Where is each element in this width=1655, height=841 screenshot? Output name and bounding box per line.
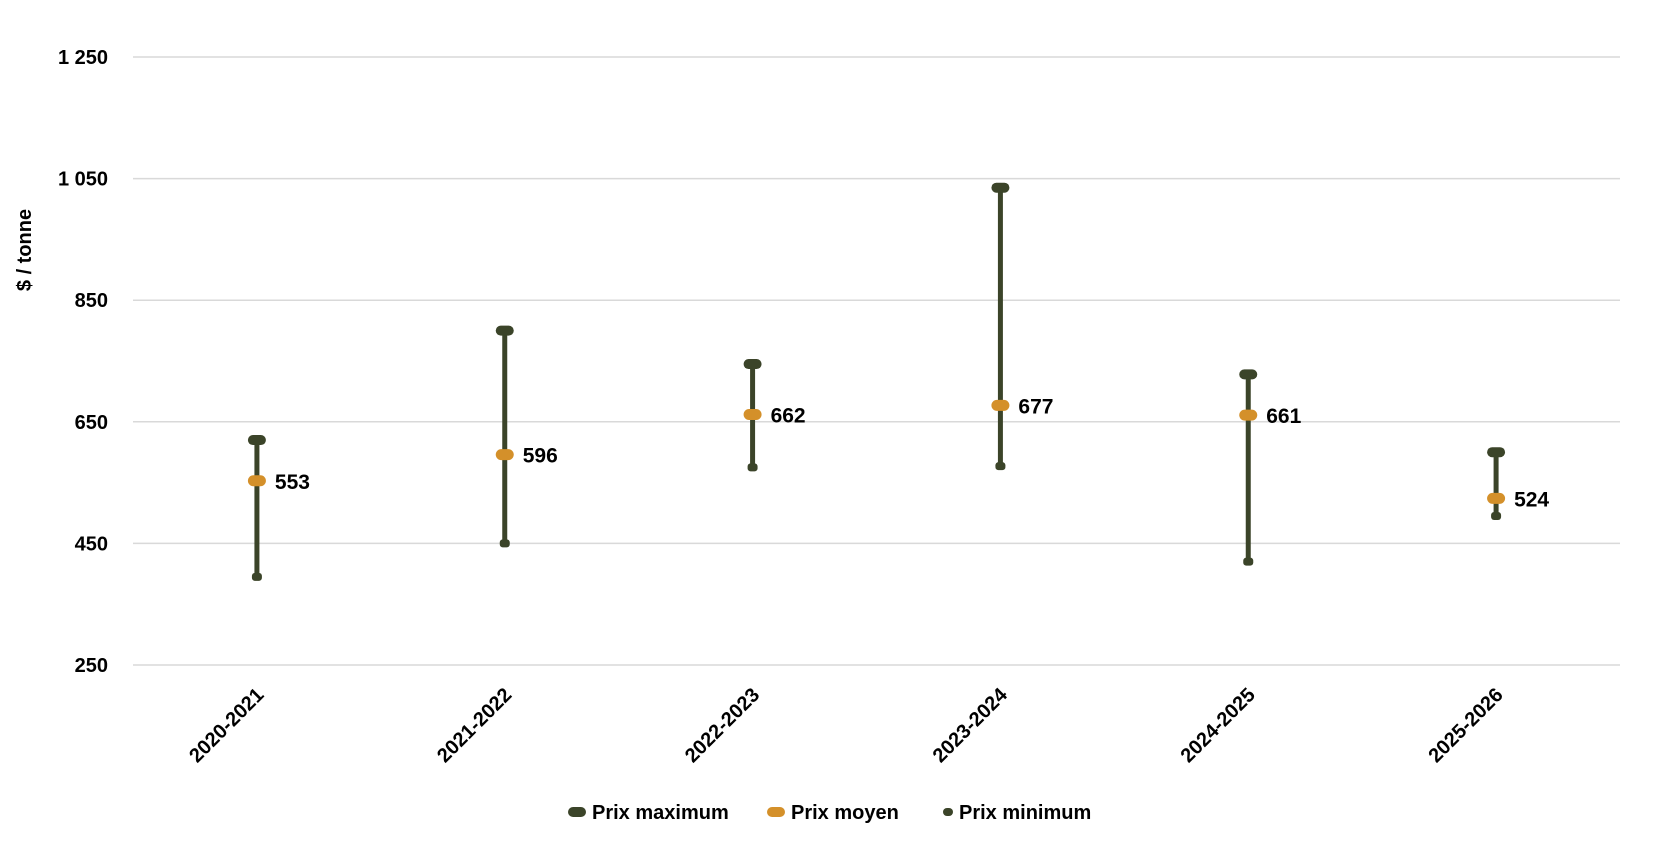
max-marker bbox=[743, 359, 762, 370]
max-marker bbox=[1487, 447, 1506, 458]
x-tick-label: 2024-2025 bbox=[1177, 684, 1260, 767]
max-marker bbox=[495, 325, 514, 336]
mean-marker bbox=[1239, 409, 1258, 421]
range-group: 662 bbox=[743, 359, 806, 472]
x-tick-label: 2021-2022 bbox=[433, 684, 516, 767]
legend-label: Prix moyen bbox=[791, 802, 899, 824]
legend-item: Prix maximum bbox=[568, 802, 729, 824]
min-marker bbox=[499, 539, 510, 548]
max-marker bbox=[1239, 369, 1258, 380]
x-tick-label: 2022-2023 bbox=[681, 684, 764, 767]
min-marker bbox=[747, 463, 758, 472]
legend-max-swatch bbox=[568, 807, 586, 817]
y-tick-label: 850 bbox=[75, 290, 108, 312]
y-tick-label: 450 bbox=[75, 533, 108, 555]
x-axis-ticks: 2020-2021 2021-2022 2022-2023 2023-2024 2024… bbox=[185, 683, 1507, 767]
y-tick-label: 250 bbox=[75, 655, 108, 677]
min-marker bbox=[1243, 557, 1254, 566]
range-group: 677 bbox=[991, 182, 1053, 471]
min-marker bbox=[1491, 512, 1502, 521]
data-label: 661 bbox=[1266, 405, 1301, 428]
gridlines bbox=[133, 56, 1620, 666]
mean-marker bbox=[743, 409, 762, 421]
data-label: 553 bbox=[275, 471, 310, 494]
legend-min-swatch bbox=[943, 808, 953, 816]
mean-marker bbox=[247, 475, 266, 487]
range-group: 661 bbox=[1239, 369, 1302, 566]
legend-mean-swatch bbox=[767, 807, 785, 817]
y-tick-label: 1 250 bbox=[58, 47, 108, 69]
data-label: 596 bbox=[523, 445, 558, 468]
range-bars: 553 596 662 677 661 524 bbox=[247, 182, 1549, 581]
data-label: 677 bbox=[1018, 395, 1053, 418]
y-axis-ticks: 250 450 650 850 1 050 1 250 bbox=[58, 47, 108, 677]
range-group: 524 bbox=[1487, 447, 1549, 521]
x-tick-label: 2025-2026 bbox=[1424, 684, 1507, 767]
legend-item: Prix minimum bbox=[943, 802, 1091, 824]
min-marker bbox=[995, 462, 1006, 471]
min-marker bbox=[251, 572, 262, 581]
legend-item: Prix moyen bbox=[767, 802, 899, 824]
y-tick-label: 1 050 bbox=[58, 169, 108, 191]
data-label: 524 bbox=[1514, 488, 1549, 511]
mean-marker bbox=[1487, 492, 1506, 504]
x-tick-label: 2020-2021 bbox=[185, 684, 268, 767]
y-axis-label: $ / tonne bbox=[14, 209, 36, 291]
max-marker bbox=[991, 182, 1010, 193]
legend: Prix maximum Prix moyen Prix minimum bbox=[568, 802, 1091, 824]
mean-marker bbox=[495, 449, 514, 461]
x-tick-label: 2023-2024 bbox=[929, 683, 1013, 767]
data-label: 662 bbox=[771, 405, 806, 428]
legend-label: Prix minimum bbox=[959, 802, 1091, 824]
max-marker bbox=[247, 435, 266, 446]
mean-marker bbox=[991, 399, 1010, 411]
range-group: 596 bbox=[495, 325, 558, 548]
y-tick-label: 650 bbox=[75, 412, 108, 434]
range-group: 553 bbox=[247, 435, 310, 581]
legend-label: Prix maximum bbox=[592, 802, 729, 824]
